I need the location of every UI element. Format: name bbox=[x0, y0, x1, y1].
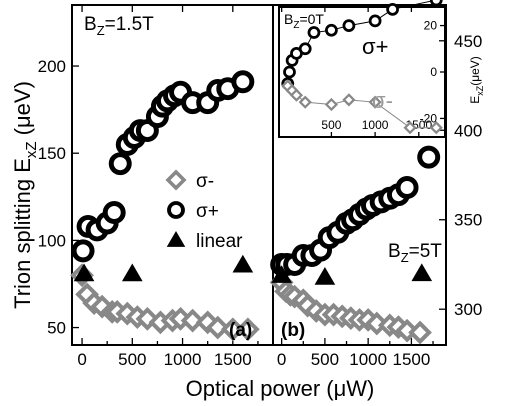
inset-y-axis-label: ExZ(μeV) bbox=[468, 56, 485, 104]
a-sigma_plus-point bbox=[71, 239, 95, 263]
legend-label-sigma_plus: σ+ bbox=[196, 201, 219, 222]
inset-sigma_minus-point bbox=[403, 121, 417, 135]
panel-b-label: (b) bbox=[281, 320, 305, 341]
a-sigma_minus-point bbox=[180, 308, 205, 333]
b-y-tick-label: 350 bbox=[454, 211, 482, 230]
inset-y-tick-label: -20 bbox=[420, 111, 438, 125]
a-x-tick-label: 1500 bbox=[214, 350, 252, 369]
inset-sigma_plus-point bbox=[283, 65, 296, 79]
a-linear-point bbox=[121, 263, 143, 282]
inset-sigma_plus-point bbox=[429, 0, 443, 7]
inset-x-tick-label: 1000 bbox=[362, 118, 389, 132]
b-y-tick-label: 450 bbox=[454, 32, 482, 51]
b-x-tick-label: 1500 bbox=[392, 350, 430, 369]
a-y-tick-label: 100 bbox=[38, 231, 66, 250]
y-axis-label: Trion splitting ExZ (μeV) bbox=[10, 81, 40, 309]
a-linear-point bbox=[73, 263, 95, 282]
legend-marker-sigma_minus bbox=[165, 169, 187, 191]
inset-sigma_minus-point bbox=[289, 88, 304, 102]
b-linear-point bbox=[271, 265, 292, 283]
b-linear-point bbox=[314, 267, 336, 285]
legend-label-sigma_minus: σ- bbox=[196, 171, 214, 192]
legend-label-linear: linear bbox=[196, 231, 243, 252]
inset-sigma_plus-point bbox=[386, 2, 399, 16]
inset-sigma_plus-point bbox=[298, 42, 312, 56]
a-sigma_minus-point bbox=[220, 317, 245, 342]
inset-label-sigma-minus: σ- bbox=[372, 88, 393, 113]
inset-label-sigma-plus: σ+ bbox=[362, 34, 388, 59]
panel-a: 0 500 1000 1500 50 100 150 200 bbox=[38, 4, 274, 369]
legend-marker-sigma_plus bbox=[167, 201, 185, 219]
b-sigma_plus-point bbox=[417, 145, 441, 169]
inset-field-annotation: BZ=0T bbox=[284, 11, 324, 31]
inset-sigma_plus-point bbox=[368, 14, 382, 28]
b-plot-frame bbox=[272, 4, 447, 346]
inset-sigma_plus-point bbox=[342, 19, 356, 32]
legend: σ-σ+ linear bbox=[165, 169, 243, 252]
inset-y-tick-label: 20 bbox=[424, 19, 438, 33]
inset-sigma_plus-point bbox=[325, 23, 338, 37]
b-sigma_minus-point bbox=[408, 320, 432, 345]
a-linear-point bbox=[232, 254, 254, 273]
a-sigma_minus-point bbox=[236, 317, 260, 342]
b-x-tick-label: 500 bbox=[311, 350, 339, 369]
b-y-tick-label: 400 bbox=[454, 121, 482, 140]
x-axis-label: Optical power (μW) bbox=[186, 376, 375, 401]
panel-b-field-annotation: BZ=5T bbox=[388, 241, 442, 265]
panel-a-label: (a) bbox=[229, 320, 252, 341]
a-x-tick-label: 0 bbox=[77, 350, 86, 369]
inset-y-tick-label: 0 bbox=[430, 65, 437, 79]
a-y-tick-label: 50 bbox=[47, 319, 66, 338]
panel-a-field-annotation: BZ=1.5T bbox=[84, 14, 154, 38]
inset-sigma_plus-point bbox=[307, 26, 321, 39]
a-y-tick-label: 200 bbox=[38, 57, 66, 76]
b-y-tick-label: 300 bbox=[454, 300, 482, 319]
b-linear-point bbox=[411, 263, 433, 282]
inset-x-tick-label: 500 bbox=[321, 118, 341, 132]
b-x-tick-label: 1000 bbox=[349, 350, 387, 369]
a-sigma_plus-point bbox=[231, 70, 255, 94]
panel-b: 0 500 1000 1500 300 350 400 450 bbox=[269, 4, 482, 369]
a-sigma_minus-point bbox=[205, 315, 230, 340]
inset-sigma_minus-point bbox=[342, 93, 356, 107]
a-y-tick-label: 150 bbox=[38, 144, 66, 163]
legend-marker-linear bbox=[166, 231, 186, 247]
a-sigma_plus-point bbox=[108, 152, 132, 176]
inset-sigma_minus-point bbox=[298, 95, 312, 109]
a-x-tick-label: 500 bbox=[118, 350, 146, 369]
a-sigma_plus-point bbox=[102, 201, 126, 224]
b-sigma_plus-point bbox=[395, 176, 419, 200]
inset-sigma_minus-point bbox=[368, 95, 382, 109]
inset-sigma_minus-point bbox=[429, 121, 443, 135]
a-x-tick-label: 1000 bbox=[164, 350, 202, 369]
inset-sigma_minus-point bbox=[324, 97, 339, 112]
b-x-tick-label: 0 bbox=[277, 350, 286, 369]
